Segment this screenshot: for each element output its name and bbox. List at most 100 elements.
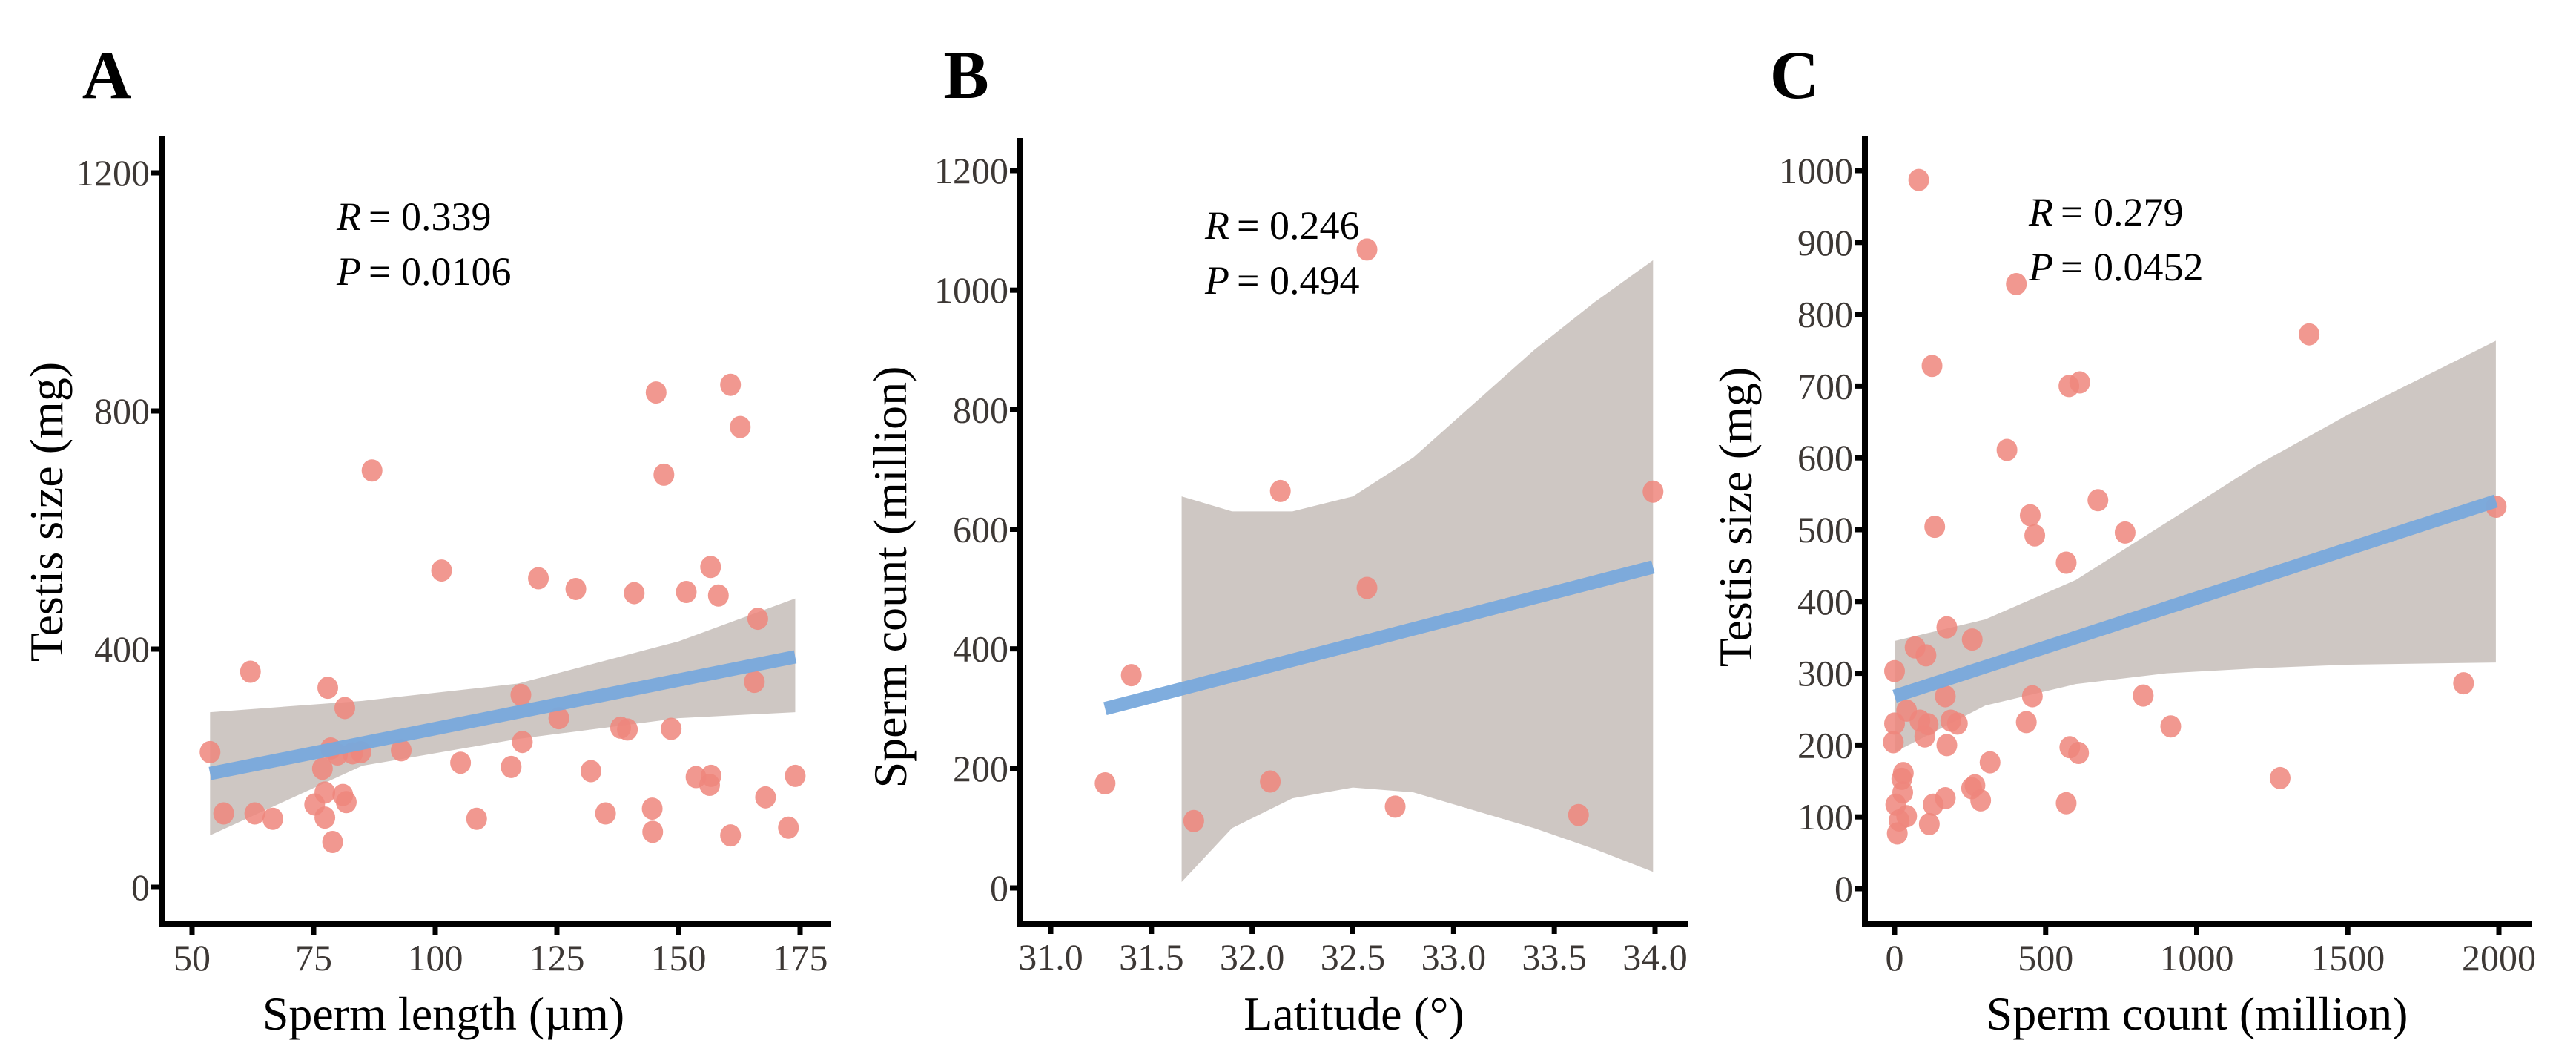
data-point <box>1921 355 1943 378</box>
regression-line <box>1103 560 1655 715</box>
data-point <box>707 584 729 607</box>
data-point <box>1269 479 1291 502</box>
data-point <box>1923 793 1944 816</box>
data-point <box>642 820 664 843</box>
panel-label: B <box>943 37 988 113</box>
data-point <box>262 807 283 830</box>
data-point <box>645 381 667 404</box>
data-point <box>676 580 697 603</box>
x-tick-label: 500 <box>2018 937 2073 978</box>
data-point <box>2160 715 2182 738</box>
data-point <box>1384 795 1406 818</box>
x-tick-label: 75 <box>295 937 332 978</box>
data-point <box>1936 734 1958 757</box>
data-point <box>2055 551 2077 574</box>
data-point <box>314 806 336 829</box>
data-point <box>699 773 720 796</box>
y-tick-label: 0 <box>990 867 1008 909</box>
data-point <box>431 559 452 582</box>
y-tick-label: 0 <box>1834 868 1853 909</box>
data-point <box>2021 685 2043 708</box>
y-tick-label: 700 <box>1797 365 1853 407</box>
data-point <box>1961 628 1983 651</box>
data-point <box>466 807 487 830</box>
y-tick-label: 0 <box>131 866 150 908</box>
p-statistic: P = 0.0452 <box>2028 245 2203 289</box>
data-point <box>1642 480 1664 503</box>
data-point <box>2299 323 2320 346</box>
y-tick-label: 1000 <box>934 269 1008 311</box>
p-value: = 0.0452 <box>2061 245 2203 289</box>
data-point <box>1884 712 1905 735</box>
x-tick-label: 32.5 <box>1321 936 1386 978</box>
r-value: = 0.246 <box>1237 203 1359 248</box>
r-value: = 0.339 <box>369 194 491 239</box>
x-tick-label: 175 <box>773 937 828 978</box>
data-point <box>595 802 616 825</box>
data-point <box>199 740 221 763</box>
x-axis-title: Sperm length (µm) <box>262 987 624 1040</box>
data-point <box>1356 238 1378 261</box>
x-tick-label: 100 <box>408 937 463 978</box>
r-value: = 0.279 <box>2061 190 2183 234</box>
x-tick-label: 1000 <box>2160 937 2234 978</box>
x-tick-label: 33.5 <box>1522 936 1587 978</box>
r-symbol: R <box>336 194 361 239</box>
data-point <box>1924 516 1946 539</box>
x-tick-label: 33.0 <box>1421 936 1487 978</box>
y-tick-label: 800 <box>953 389 1008 430</box>
data-point <box>2055 792 2077 815</box>
y-tick-label: 900 <box>1797 222 1853 263</box>
data-point <box>641 797 663 820</box>
x-tick-label: 34.0 <box>1622 936 1688 978</box>
data-point <box>744 671 765 694</box>
data-point <box>391 739 412 762</box>
x-tick-label: 1500 <box>2311 937 2385 978</box>
y-tick-label: 200 <box>953 748 1008 789</box>
y-tick-label: 300 <box>1797 653 1853 694</box>
y-tick-label: 800 <box>1797 294 1853 335</box>
data-point <box>617 718 638 741</box>
panel-b: 0 200 400 600 800 1000 1200 31.0 31.5 32.0 32.5 33.… <box>864 37 1688 1040</box>
data-point <box>1936 616 1958 639</box>
data-point <box>778 816 799 839</box>
y-axis-title: Testis size (mg) <box>1709 367 1762 667</box>
y-tick-label: 400 <box>953 628 1008 670</box>
y-tick-label: 400 <box>1797 581 1853 622</box>
y-tick-label: 1200 <box>76 152 150 194</box>
data-point <box>501 755 522 778</box>
x-tick-label: 32.0 <box>1220 936 1285 978</box>
data-point <box>1915 644 1937 667</box>
y-tick-label: 400 <box>94 628 150 670</box>
data-point <box>1970 789 1992 812</box>
data-point <box>1884 659 1905 682</box>
panel-label: C <box>1770 37 1819 113</box>
regression-line <box>1892 494 2498 703</box>
panel-label: A <box>82 37 131 113</box>
data-point <box>2453 672 2474 695</box>
data-point <box>580 760 601 783</box>
p-value: = 0.0106 <box>369 249 511 294</box>
data-point <box>1568 803 1589 826</box>
y-tick-label: 1200 <box>934 150 1008 191</box>
y-tick-label: 1000 <box>1779 150 1853 191</box>
data-point <box>1183 809 1204 832</box>
data-point <box>1996 438 2018 461</box>
data-point <box>2006 272 2027 295</box>
data-point <box>624 582 645 605</box>
x-tick-label: 0 <box>1886 937 1904 978</box>
regression-line <box>208 650 797 780</box>
data-point <box>2087 489 2109 512</box>
data-point <box>653 463 675 486</box>
data-point <box>2133 684 2154 707</box>
data-point <box>2015 711 2037 734</box>
data-point <box>548 707 569 730</box>
data-point <box>1120 664 1142 687</box>
y-axis-title: Testis size (mg) <box>20 362 73 662</box>
data-point <box>1094 771 1116 794</box>
x-tick-label: 31.0 <box>1018 936 1083 978</box>
data-point <box>334 697 355 720</box>
data-point <box>661 717 682 740</box>
data-point <box>512 731 533 754</box>
